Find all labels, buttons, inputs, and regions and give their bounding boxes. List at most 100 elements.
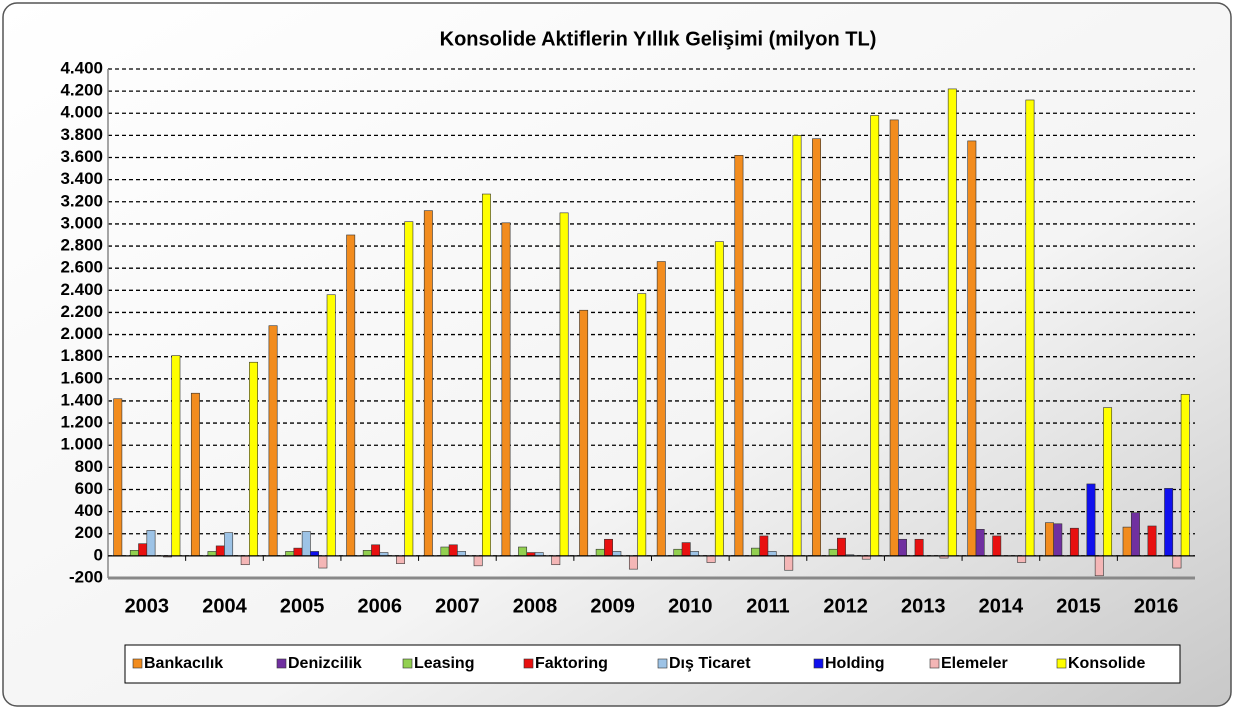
bar [637, 293, 647, 557]
bar [656, 261, 666, 557]
x-tick-label: 2010 [668, 595, 713, 617]
bar [681, 542, 691, 557]
x-tick-label: 2013 [901, 595, 946, 617]
x-tick-label: 2005 [280, 595, 325, 617]
x-tick-label: 2009 [590, 595, 635, 617]
bar [310, 551, 320, 557]
x-tick-label: 2011 [746, 595, 789, 617]
bar [293, 547, 303, 557]
legend-swatch [132, 658, 143, 669]
bar [268, 325, 278, 557]
bar [992, 535, 1002, 557]
bar [423, 210, 433, 557]
bar [914, 538, 924, 557]
y-tick-label: 3.400 [60, 169, 103, 188]
bar [559, 212, 569, 557]
x-tick-label: 2012 [823, 595, 868, 617]
bar [138, 543, 148, 557]
y-tick-label: 4.200 [60, 81, 103, 100]
bar [146, 530, 156, 557]
bar [240, 555, 250, 566]
legend-swatch [1056, 658, 1067, 669]
y-tick-label: 200 [75, 523, 103, 542]
bar [481, 193, 491, 557]
legend-swatch [929, 658, 940, 669]
bar [734, 155, 744, 557]
bar [604, 538, 613, 557]
y-tick-label: 2.000 [60, 324, 103, 343]
bar [457, 551, 466, 557]
bar [501, 222, 511, 557]
bar [1069, 527, 1079, 557]
y-tick-label: 2.200 [60, 302, 103, 321]
bar [1122, 526, 1132, 557]
bar [1017, 555, 1027, 563]
y-tick-label: 1.800 [60, 346, 103, 365]
bar [113, 398, 123, 557]
y-tick-label: 1.400 [60, 390, 103, 409]
bar [947, 88, 957, 557]
bar [518, 546, 528, 557]
x-tick-label: 2004 [202, 595, 247, 617]
x-tick-label: 2006 [358, 595, 403, 617]
legend-swatch [276, 658, 287, 669]
legend-label: Faktoring [535, 655, 608, 672]
bar [1180, 394, 1190, 557]
bar [828, 548, 838, 557]
bar [690, 551, 699, 557]
bar [784, 555, 794, 571]
legend-swatch [813, 658, 824, 669]
bar [1045, 522, 1054, 557]
legend-label: Konsolide [1068, 655, 1145, 672]
y-tick-label: 4.400 [60, 58, 103, 77]
bar [396, 555, 405, 564]
bar [224, 532, 234, 557]
legend-label: Bankacılık [144, 655, 223, 672]
y-tick-label: 2.400 [60, 280, 103, 299]
bar [628, 555, 638, 570]
bar [285, 551, 295, 557]
bar [1172, 555, 1182, 569]
bar [301, 531, 311, 557]
x-tick-label: 2007 [435, 595, 480, 617]
bar [706, 555, 716, 563]
y-tick-label: 3.200 [60, 191, 103, 210]
x-tick-label: 2015 [1056, 595, 1101, 617]
bar [673, 548, 683, 557]
bar [975, 529, 985, 557]
bar [967, 140, 977, 557]
bar [473, 555, 483, 567]
y-tick-label: 800 [75, 457, 103, 476]
bar [837, 537, 846, 557]
bar [318, 555, 328, 569]
y-tick-label: 2.800 [60, 236, 103, 255]
y-tick-label: 2.600 [60, 258, 103, 277]
bar [207, 551, 217, 557]
bar [759, 535, 769, 557]
bar [792, 135, 802, 557]
bar [448, 544, 458, 557]
y-tick-label: 1.200 [60, 413, 103, 432]
bar [1164, 488, 1174, 557]
bar [249, 361, 258, 557]
y-tick-label: 0 [94, 545, 103, 564]
bar [1053, 523, 1063, 557]
bar [1130, 512, 1140, 557]
bar [440, 546, 450, 557]
bar [1103, 407, 1113, 557]
x-tick-label: 2014 [979, 595, 1024, 617]
bar [595, 548, 605, 557]
bar [1025, 99, 1035, 557]
legend-swatch [402, 658, 413, 669]
bar [215, 545, 225, 557]
chart-title: Konsolide Aktiflerin Yıllık Gelişimi (mi… [440, 28, 877, 50]
bar [346, 234, 356, 557]
bar [1086, 483, 1096, 557]
y-tick-label: -200 [69, 567, 103, 586]
y-tick-label: 1.000 [60, 435, 103, 454]
y-tick-label: 3.800 [60, 125, 103, 144]
bar [751, 547, 760, 557]
y-tick-label: 3.000 [60, 213, 103, 232]
